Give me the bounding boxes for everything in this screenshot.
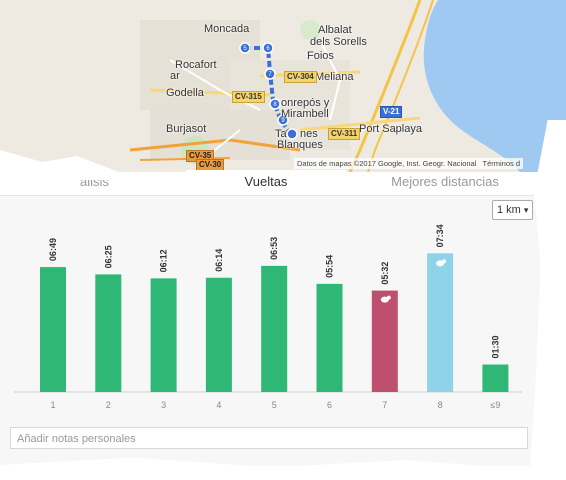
lap-bar-6[interactable] bbox=[316, 283, 343, 392]
lap-bar-≤9[interactable] bbox=[482, 364, 509, 392]
x-tick-label: 8 bbox=[438, 400, 443, 410]
route-marker-8[interactable] bbox=[269, 98, 281, 110]
bar-value-label: 06:49 bbox=[48, 238, 58, 261]
map-place-label: onrepós y bbox=[281, 97, 330, 109]
bar-value-label: 06:12 bbox=[159, 249, 169, 272]
lap-bar-7[interactable] bbox=[371, 290, 398, 392]
lap-bar-2[interactable] bbox=[95, 274, 122, 392]
map-attribution: Datos de mapas ©2017 Google, Inst. Geogr… bbox=[294, 158, 523, 169]
map-place-label: ar bbox=[170, 70, 180, 82]
route-marker-7[interactable] bbox=[264, 68, 276, 80]
road-badge: CV-315 bbox=[232, 91, 265, 103]
bar-value-label: 06:14 bbox=[214, 249, 224, 272]
tab-laps[interactable]: Vueltas bbox=[186, 170, 346, 196]
turtle-icon bbox=[436, 259, 447, 267]
bar-value-label: 06:53 bbox=[269, 237, 279, 260]
unit-select-value: 1 km bbox=[497, 204, 521, 216]
route-marker-label: 7 bbox=[268, 72, 272, 78]
lap-bar-4[interactable] bbox=[205, 277, 232, 392]
map-place-label: Foios bbox=[307, 50, 334, 62]
lap-bar-1[interactable] bbox=[40, 267, 66, 392]
x-tick-label: 6 bbox=[327, 400, 332, 410]
lap-bar-8[interactable] bbox=[427, 253, 454, 392]
x-tick-label: 7 bbox=[382, 400, 387, 410]
laps-chart: 06:49 1 06:25 2 06:12 3 06:14 4 06:53 5 05:54 6 05:3… bbox=[14, 224, 522, 410]
route-marker-label: 8 bbox=[273, 102, 277, 108]
map-place-label: nes bbox=[300, 128, 318, 140]
map-place-label: Godella bbox=[166, 87, 204, 99]
chevron-down-icon: ▾ bbox=[523, 205, 529, 215]
notes-input[interactable]: Añadir notas personales bbox=[10, 427, 528, 449]
lap-bar-5[interactable] bbox=[261, 265, 288, 392]
tab-best-distances[interactable]: Mejores distancias bbox=[391, 174, 499, 189]
x-tick-label: ≤9 bbox=[490, 400, 500, 410]
x-tick-label: 3 bbox=[161, 400, 166, 410]
map-place-label: Ta bbox=[275, 128, 287, 140]
map-place-label: Albalat bbox=[318, 24, 352, 36]
attribution-text: Datos de mapas ©2017 Google, Inst. Geogr… bbox=[297, 159, 477, 168]
route-marker-6[interactable] bbox=[262, 42, 274, 54]
route-map[interactable]: 5 6 7 8 9 Moncada Albalat dels Sorells F… bbox=[0, 0, 566, 172]
map-place-label: Moncada bbox=[204, 23, 250, 35]
map-place-label: Blanques bbox=[277, 139, 323, 151]
lap-bar-3[interactable] bbox=[150, 278, 177, 392]
torn-edge bbox=[0, 457, 540, 480]
route-marker-5[interactable] bbox=[239, 42, 251, 54]
route-marker-group bbox=[239, 42, 298, 140]
map-canvas[interactable]: 5 6 7 8 9 bbox=[0, 0, 566, 172]
road-badge: CV-311 bbox=[328, 128, 361, 140]
route-marker-label: 6 bbox=[266, 46, 270, 52]
map-place-label: Burjasot bbox=[166, 123, 207, 135]
map-place-label: Meliana bbox=[315, 71, 354, 83]
terms-link[interactable]: Términos d bbox=[482, 159, 520, 168]
road-badge: CV-304 bbox=[284, 71, 317, 83]
map-place-label: Rocafort bbox=[175, 59, 217, 71]
bar-value-label: 06:25 bbox=[103, 245, 113, 268]
route-marker-end[interactable] bbox=[286, 128, 298, 140]
map-place-label: Port Saplaya bbox=[359, 123, 422, 135]
route-marker-label: 9 bbox=[281, 118, 285, 124]
x-tick-label: 5 bbox=[272, 400, 277, 410]
bar-value-label: 07:34 bbox=[435, 224, 445, 247]
road-badge: V-21 bbox=[380, 106, 403, 118]
route-marker-label: 5 bbox=[243, 46, 247, 52]
bar-value-label: 05:32 bbox=[380, 262, 390, 285]
map-place-label: dels Sorells bbox=[310, 36, 367, 48]
unit-select[interactable]: 1 km ▾ bbox=[492, 200, 534, 220]
x-tick-label: 4 bbox=[216, 400, 221, 410]
route-marker-9[interactable] bbox=[277, 114, 289, 126]
x-tick-label: 2 bbox=[106, 400, 111, 410]
map-place-label: Mirambell bbox=[281, 108, 329, 120]
x-tick-label: 1 bbox=[50, 400, 55, 410]
rabbit-icon bbox=[380, 295, 391, 303]
tab-bar: álisis Vueltas Mejores distancias bbox=[0, 170, 540, 196]
tab-divider bbox=[0, 195, 540, 196]
bar-value-label: 05:54 bbox=[325, 255, 335, 278]
bar-value-label: 01:30 bbox=[490, 335, 500, 358]
